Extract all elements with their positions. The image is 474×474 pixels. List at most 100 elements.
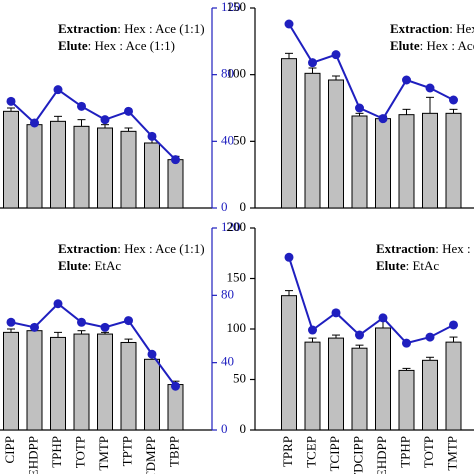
x-tick-label: TBPP (166, 436, 181, 467)
x-tick-label: EHDPP (25, 436, 40, 474)
point (308, 325, 317, 335)
y-tick-label: 100 (227, 66, 247, 81)
annotation-label: Elute (58, 38, 88, 53)
x-tick-label: TPHP (397, 436, 412, 468)
point (6, 96, 16, 106)
point (378, 114, 388, 124)
point (147, 131, 157, 141)
annotation: Elute: Hex : Ace (390, 38, 474, 53)
bar (304, 341, 321, 431)
annotation-label: Elute (376, 258, 406, 273)
bar (97, 127, 113, 209)
y-tick-label: 0 (221, 421, 228, 436)
annotation: Extraction: Hex : Ace (1:1 (390, 21, 474, 36)
bar (144, 142, 160, 209)
y-tick-label: 40 (221, 132, 234, 147)
bar (398, 369, 415, 431)
bar (281, 58, 297, 209)
annotation: Elute: EtAc (58, 258, 121, 273)
point (100, 115, 110, 125)
bar (26, 330, 43, 431)
line (10, 88, 177, 161)
annotation: Elute: EtAc (376, 258, 439, 273)
x-tick-label: TOTP (72, 436, 87, 468)
point (53, 85, 63, 95)
point (425, 332, 435, 342)
annotation: Elute: Hex : Ace (1:1) (58, 38, 175, 53)
point (402, 338, 411, 348)
point (30, 118, 39, 128)
y-tick-label: 200 (227, 219, 247, 234)
bar (26, 124, 43, 209)
y-tick-label: 0 (221, 199, 228, 214)
y-tick-label: 150 (227, 0, 247, 14)
bar (167, 384, 184, 431)
y-tick-label: 50 (233, 370, 246, 385)
annotation-label: Extraction (58, 21, 118, 36)
x-tick-label: TCIPP (327, 436, 342, 471)
bar (422, 112, 438, 209)
point (124, 106, 133, 116)
bar (445, 112, 462, 209)
point (171, 381, 180, 391)
y-tick-label: 120 (221, 219, 241, 234)
bar (375, 327, 391, 431)
x-tick-label: TPTP (119, 436, 134, 466)
y-tick-label: 0 (240, 199, 247, 214)
bar (422, 359, 438, 431)
x-tick-label: TCEP (303, 436, 318, 468)
bar (120, 130, 137, 209)
bar (328, 337, 344, 431)
x-tick-label: TPRP (280, 436, 295, 467)
point (147, 349, 157, 359)
bar (50, 336, 66, 431)
y-tick-label: 40 (221, 354, 234, 369)
point (378, 313, 388, 323)
y-tick-label: 120 (221, 0, 241, 14)
bar (445, 341, 462, 431)
point (30, 322, 39, 332)
point (425, 83, 435, 93)
bar (3, 110, 19, 209)
annotation-text: : Hex : Ace (1:1) (117, 241, 204, 256)
bar (281, 295, 297, 431)
annotation-label: Extraction (376, 241, 436, 256)
annotation-label: Extraction (58, 241, 118, 256)
point (53, 299, 63, 309)
annotation-text: : Hex : Ace (1:1) (88, 38, 175, 53)
x-tick-label: TPHP (49, 436, 64, 468)
annotation-text: : EtAc (88, 258, 122, 273)
point (124, 316, 133, 326)
annotation: Extraction: Hex : Ace (1:1) (58, 241, 205, 256)
point (402, 75, 411, 85)
annotation-text: : Hex : I (435, 241, 474, 256)
point (284, 19, 294, 29)
bar (375, 118, 391, 209)
point (331, 308, 341, 318)
x-tick-label: TMTP (444, 436, 459, 471)
annotation-text: : Hex : Ace (420, 38, 474, 53)
bar (73, 125, 90, 209)
bar (120, 341, 137, 431)
x-tick-label: TOTP (421, 436, 436, 468)
annotation-label: Extraction (390, 21, 450, 36)
point (308, 58, 317, 68)
point (284, 252, 294, 262)
point (6, 317, 16, 327)
point (449, 95, 458, 105)
x-tick-label: TDMPP (143, 436, 158, 474)
y-tick-label: 100 (227, 320, 247, 335)
annotation-label: Elute (58, 258, 88, 273)
annotation-label: Elute (390, 38, 420, 53)
y-tick-label: 80 (221, 286, 234, 301)
x-tick-label: TDCIPP (350, 436, 365, 474)
bar (351, 347, 368, 431)
point (355, 330, 364, 340)
bar (167, 159, 184, 209)
y-tick-label: 150 (227, 269, 247, 284)
point (171, 155, 180, 165)
y-tick-label: 80 (221, 66, 234, 81)
point (100, 322, 110, 332)
bar (73, 333, 90, 431)
